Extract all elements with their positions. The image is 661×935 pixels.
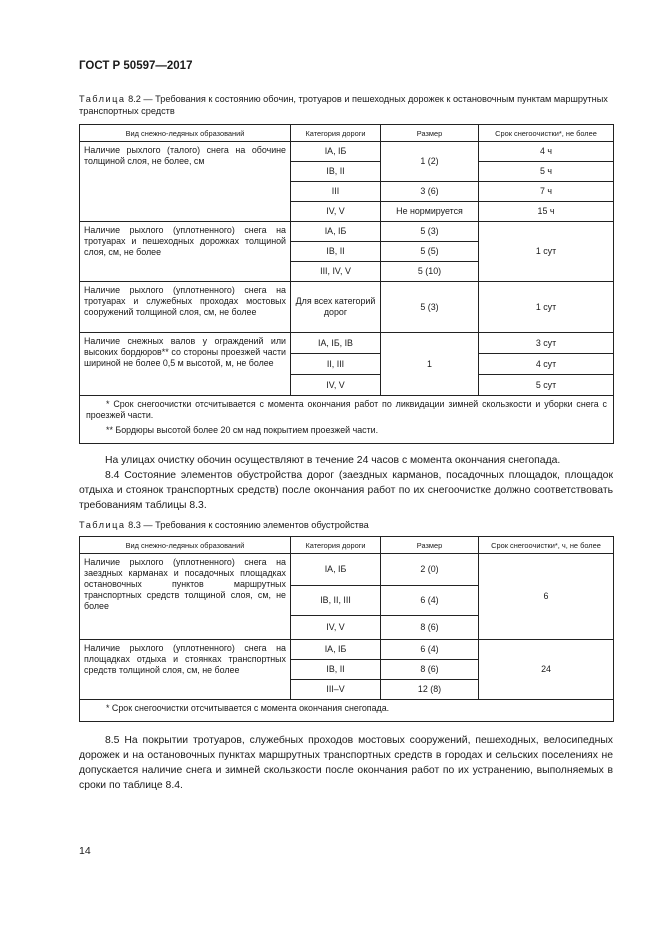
footnote: * Срок снегоочистки отсчитывается с моме… [86, 399, 607, 420]
cell: 5 (3) [380, 281, 479, 333]
cell: Наличие снежных валов у ограждений или в… [79, 332, 291, 396]
cell: IA, IБ [290, 141, 381, 162]
table-row: III–V 12 (8) [80, 679, 614, 700]
column-header: Размер [380, 536, 479, 554]
table-8-3-caption: Таблица 8.3 — Требования к состоянию эле… [79, 519, 613, 531]
paragraph: На улицах очистку обочин осуществляют в … [105, 455, 561, 466]
cell: III–V [290, 679, 381, 700]
cell: IV, V [290, 615, 381, 640]
cell: II, III [290, 353, 381, 375]
cell: 5 (10) [380, 261, 479, 282]
cell: 3 (6) [380, 181, 479, 202]
table-8-2-caption: Таблица 8.2 — Требования к состоянию обо… [79, 93, 613, 117]
column-header: Срок снегоочистки*, ч, не более [478, 536, 614, 554]
footnote: * Срок снегоочистки отсчитывается с моме… [106, 703, 390, 713]
cell: IA, IБ [290, 221, 381, 242]
page-number: 14 [79, 845, 91, 857]
cell: IV, V [290, 201, 381, 222]
cell: Наличие рыхлого (талого) снега на обочин… [79, 141, 291, 222]
table-footnote-row: * Срок снегоочистки отсчитывается с моме… [79, 699, 614, 722]
table-8-2: Вид снежно-ледяных образований Категория … [79, 124, 614, 444]
body-text: На улицах очистку обочин осуществляют в … [79, 453, 613, 513]
table-row: Наличие рыхлого (уплотненного) снега на … [79, 553, 614, 640]
cell: 6 [478, 553, 614, 640]
cell: 4 ч [478, 141, 614, 162]
cell: 6 (4) [380, 585, 479, 616]
footnote: ** Бордюры высотой более 20 см над покры… [106, 425, 379, 435]
cell: 1 (2) [380, 141, 479, 182]
footnotes: * Срок снегоочистки отсчитывается с моме… [79, 395, 614, 444]
cell: 1 [380, 332, 479, 396]
paragraph-8-5: 8.5 На покрытии тротуаров, служебных про… [79, 735, 613, 791]
cell: 15 ч [478, 201, 614, 222]
cell: 4 сут [478, 353, 614, 375]
table-row: Наличие снежных валов у ограждений или в… [79, 332, 614, 396]
table-row: IB, II 8 (6) [80, 659, 614, 680]
cell: 24 [478, 639, 614, 700]
caption-text: 8.3 — Требования к состоянию элементов о… [125, 520, 369, 530]
table-row: IB, II, III 6 (4) [80, 585, 614, 616]
caption-label: Таблица [79, 520, 126, 530]
cell: Наличие рыхлого (уплотненного) снега на … [79, 221, 291, 282]
footnotes: * Срок снегоочистки отсчитывается с моме… [79, 699, 614, 722]
cell: 1 сут [478, 281, 614, 333]
cell: Наличие рыхлого (уплотненного) снега на … [79, 639, 291, 700]
table-row: IB, II 5 (5) [80, 241, 614, 262]
column-header: Вид снежно-ледяных образований [79, 536, 291, 554]
cell: 8 (6) [380, 659, 479, 680]
cell: 1 сут [478, 221, 614, 282]
cell: IB, II [290, 161, 381, 182]
table-row: Наличие рыхлого (уплотненного) снега на … [79, 639, 614, 700]
cell: IA, IБ [290, 639, 381, 660]
table-row: Наличие рыхлого (уплотненного) снега на … [79, 281, 614, 333]
table-row: Наличие рыхлого (талого) снега на обочин… [79, 141, 614, 222]
cell: IA, IБ, IB [290, 332, 381, 354]
cell: IB, II [290, 659, 381, 680]
cell: III, IV, V [290, 261, 381, 282]
column-header: Вид снежно-ледяных образований [79, 124, 291, 142]
cell: IB, II [290, 241, 381, 262]
table-row: Наличие рыхлого (уплотненного) снега на … [79, 221, 614, 282]
cell: 2 (0) [380, 553, 479, 586]
table-header-row: Вид снежно-ледяных образований Категория … [79, 536, 614, 554]
cell: 5 (3) [380, 221, 479, 242]
cell: III [290, 181, 381, 202]
cell: 5 сут [478, 374, 614, 396]
cell: IV, V [290, 374, 381, 396]
cell: 5 (5) [380, 241, 479, 262]
cell: 5 ч [478, 161, 614, 182]
document-header: ГОСТ Р 50597—2017 [79, 60, 193, 72]
cell: Наличие рыхлого (уплотненного) снега на … [79, 281, 291, 333]
column-header: Категория дороги [290, 124, 381, 142]
table-row: IB, II 5 ч [80, 161, 614, 182]
table-row: III 3 (6) 7 ч [80, 181, 614, 202]
caption-label: Таблица [79, 94, 126, 104]
caption-text: 8.2 — Требования к состоянию обочин, тро… [79, 94, 608, 116]
paragraph-8-4: 8.4 Состояние элементов обустройства дор… [79, 470, 613, 511]
cell: IB, II, III [290, 585, 381, 616]
table-footnote-row: * Срок снегоочистки отсчитывается с моме… [79, 395, 614, 444]
table-8-3: Вид снежно-ледяных образований Категория … [79, 536, 614, 722]
column-header: Срок снегоочистки*, не более [478, 124, 614, 142]
column-header: Размер [380, 124, 479, 142]
cell: IA, IБ [290, 553, 381, 586]
table-header-row: Вид снежно-ледяных образований Категория … [79, 124, 614, 142]
cell: 7 ч [478, 181, 614, 202]
cell: Наличие рыхлого (уплотненного) снега на … [79, 553, 291, 640]
cell: 6 (4) [380, 639, 479, 660]
body-text: 8.5 На покрытии тротуаров, служебных про… [79, 733, 613, 793]
cell: 12 (8) [380, 679, 479, 700]
cell: 8 (6) [380, 615, 479, 640]
column-header: Категория дороги [290, 536, 381, 554]
cell: Не нормируется [380, 201, 479, 222]
cell: 3 сут [478, 332, 614, 354]
cell: Для всех категорий дорог [290, 281, 381, 333]
table-row: IV, V 5 сут [80, 374, 614, 396]
